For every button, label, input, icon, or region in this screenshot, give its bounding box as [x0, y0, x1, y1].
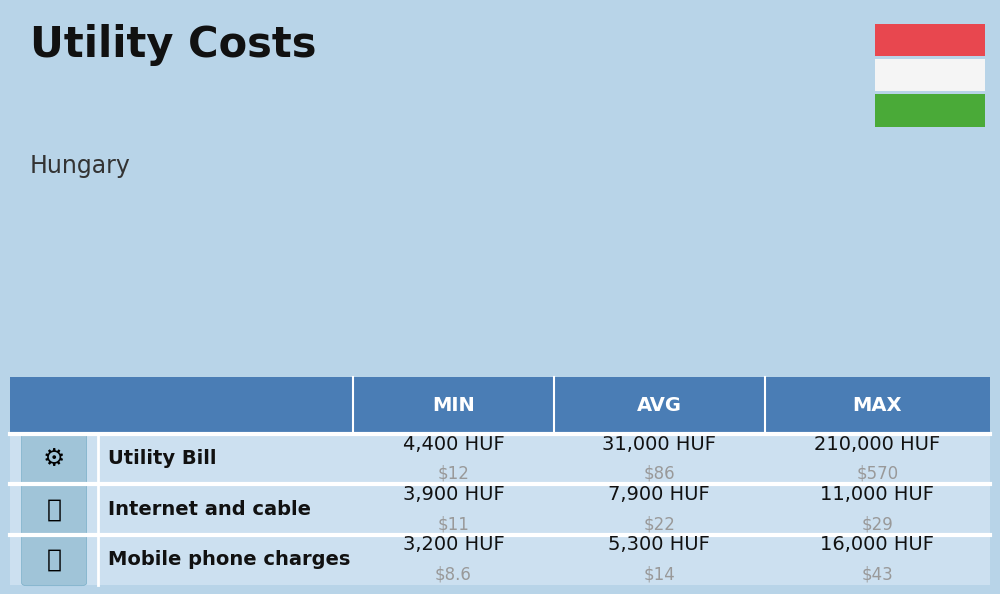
Text: 📶: 📶 — [47, 497, 62, 522]
Text: MIN: MIN — [432, 396, 475, 415]
Text: AVG: AVG — [637, 396, 682, 415]
Text: Hungary: Hungary — [30, 154, 131, 178]
Text: 3,900 HUF: 3,900 HUF — [403, 485, 504, 504]
Text: 📱: 📱 — [47, 548, 62, 572]
FancyBboxPatch shape — [875, 94, 985, 127]
Text: MAX: MAX — [853, 396, 902, 415]
Text: $14: $14 — [643, 565, 675, 584]
Text: Utility Bill: Utility Bill — [108, 450, 217, 468]
Text: Mobile phone charges: Mobile phone charges — [108, 551, 351, 569]
Text: 210,000 HUF: 210,000 HUF — [814, 435, 940, 453]
Text: Utility Costs: Utility Costs — [30, 24, 316, 66]
Text: $29: $29 — [861, 515, 893, 533]
Text: $22: $22 — [643, 515, 675, 533]
Text: 3,200 HUF: 3,200 HUF — [403, 536, 504, 554]
Text: 4,400 HUF: 4,400 HUF — [403, 435, 504, 453]
Text: $11: $11 — [438, 515, 469, 533]
Text: $12: $12 — [438, 465, 469, 483]
Text: 16,000 HUF: 16,000 HUF — [820, 536, 934, 554]
Text: 11,000 HUF: 11,000 HUF — [820, 485, 934, 504]
Text: $570: $570 — [856, 465, 898, 483]
Text: $8.6: $8.6 — [435, 565, 472, 584]
FancyBboxPatch shape — [875, 59, 985, 91]
FancyBboxPatch shape — [10, 535, 990, 585]
FancyBboxPatch shape — [10, 434, 990, 484]
Text: Internet and cable: Internet and cable — [108, 500, 311, 519]
Text: $86: $86 — [643, 465, 675, 483]
Text: $43: $43 — [861, 565, 893, 584]
Text: 7,900 HUF: 7,900 HUF — [608, 485, 710, 504]
Text: 5,300 HUF: 5,300 HUF — [608, 536, 710, 554]
FancyBboxPatch shape — [10, 484, 990, 535]
FancyBboxPatch shape — [10, 377, 990, 434]
FancyBboxPatch shape — [22, 433, 87, 485]
FancyBboxPatch shape — [875, 24, 985, 56]
FancyBboxPatch shape — [22, 484, 87, 535]
FancyBboxPatch shape — [22, 534, 87, 586]
Text: 31,000 HUF: 31,000 HUF — [602, 435, 716, 453]
Text: ⚙: ⚙ — [43, 447, 65, 471]
